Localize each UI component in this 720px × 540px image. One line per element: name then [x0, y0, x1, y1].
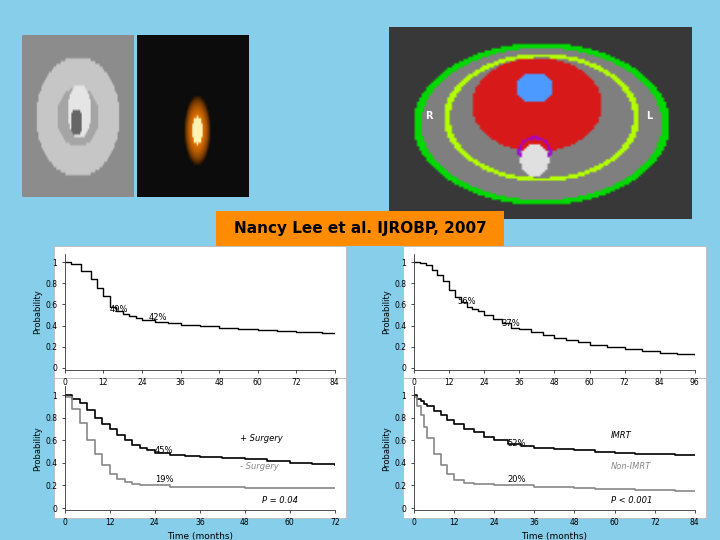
Text: 19%: 19%: [155, 475, 174, 484]
Text: P < 0.001: P < 0.001: [611, 496, 652, 505]
Text: IMRT: IMRT: [611, 431, 631, 440]
Text: P = 0.04: P = 0.04: [262, 496, 298, 505]
Text: 37%: 37%: [502, 319, 521, 328]
Text: 42%: 42%: [148, 313, 167, 322]
Text: Non-IMRT: Non-IMRT: [611, 462, 651, 471]
Text: 45%: 45%: [155, 446, 174, 455]
Text: 49%: 49%: [109, 305, 128, 314]
Y-axis label: Probability: Probability: [382, 289, 392, 334]
Y-axis label: Probability: Probability: [33, 426, 42, 470]
Text: - Surgery: - Surgery: [240, 462, 279, 471]
Text: 20%: 20%: [508, 475, 526, 484]
Y-axis label: Probability: Probability: [33, 289, 42, 334]
X-axis label: Time (months): Time (months): [167, 392, 233, 401]
X-axis label: Time (months): Time (months): [167, 532, 233, 540]
Text: R: R: [425, 111, 433, 121]
Text: Nancy Lee et al. IJROBP, 2007: Nancy Lee et al. IJROBP, 2007: [233, 221, 487, 235]
Text: 56%: 56%: [458, 298, 477, 307]
Text: 52%: 52%: [508, 439, 526, 448]
Y-axis label: Probability: Probability: [382, 426, 392, 470]
Text: + Surgery: + Surgery: [240, 434, 283, 443]
Text: L: L: [646, 111, 652, 121]
X-axis label: Time (months): Time (months): [521, 392, 588, 401]
X-axis label: Time (months): Time (months): [521, 532, 588, 540]
